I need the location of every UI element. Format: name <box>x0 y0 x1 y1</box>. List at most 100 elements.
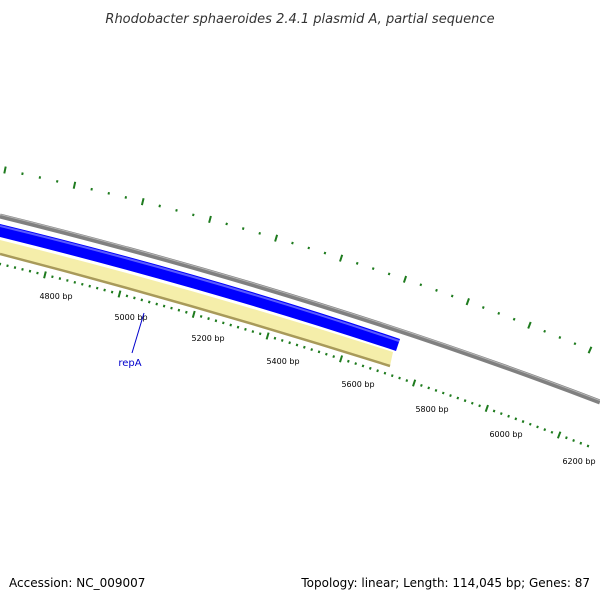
ruler-tick-minor <box>449 394 452 398</box>
ruler-tick-minor <box>456 396 460 400</box>
ruler-tick-minor <box>207 317 210 321</box>
ruler-tick-minor <box>317 350 321 354</box>
ruler-tick-minor <box>66 279 69 282</box>
ruler-tick-minor <box>288 341 291 345</box>
ruler-tick-minor <box>398 376 401 380</box>
ruler-tick-major <box>191 310 196 318</box>
ruler-tick-minor <box>310 348 314 352</box>
outer-tick-major <box>274 234 279 242</box>
ruler-tick-minor <box>434 388 438 392</box>
ruler-tick-minor <box>280 339 284 342</box>
outer-tick-minor <box>450 294 454 298</box>
ruler-tick-minor <box>536 425 539 429</box>
ruler-tick-minor <box>170 306 173 310</box>
ruler-tick-minor <box>383 371 387 375</box>
outer-tick-ring <box>3 166 593 354</box>
ruler-tick-minor <box>368 366 372 370</box>
ruler-tick-minor <box>325 352 328 356</box>
ruler-tick-minor <box>507 414 510 418</box>
ruler-tick-minor <box>463 399 467 403</box>
forward-feature-band <box>0 224 400 351</box>
outer-tick-major <box>72 181 77 189</box>
ruler-tick-minor <box>244 327 247 331</box>
ruler-tick-minor <box>332 355 336 359</box>
topology-summary: Topology: linear; Length: 114,045 bp; Ge… <box>300 576 590 590</box>
outer-tick-minor <box>497 311 501 315</box>
outer-tick-minor <box>192 213 195 217</box>
gene-label-repA[interactable]: repA <box>118 358 141 369</box>
ruler-tick-minor <box>528 422 532 426</box>
accession-text: Accession: NC_009007 <box>9 576 145 590</box>
ruler-tick-minor <box>28 269 32 273</box>
ruler-tick-major <box>265 332 270 340</box>
reverse-feature-band <box>0 240 393 366</box>
ruler-tick-minor <box>405 379 409 383</box>
ruler-tick-minor <box>441 391 445 395</box>
outer-tick-minor <box>387 272 391 276</box>
ruler-tick-minor <box>162 304 166 308</box>
outer-tick-major <box>402 275 408 283</box>
outer-tick-minor <box>107 191 110 195</box>
ruler-tick-minor <box>550 430 554 434</box>
ruler-tick-minor <box>478 404 481 408</box>
ruler-label-6000: 6000 bp <box>489 430 522 439</box>
ruler-tick-minor <box>229 323 232 327</box>
forward-feature-highlight <box>0 225 400 342</box>
ruler-tick-minor <box>572 439 575 442</box>
outer-tick-minor <box>38 176 42 179</box>
ruler-tick-minor <box>147 300 151 304</box>
plasmid-backbone-highlight <box>0 214 600 401</box>
ruler-tick-minor <box>133 296 136 300</box>
gene-leader-line <box>131 312 145 354</box>
ruler-tick-minor <box>376 369 379 373</box>
outer-tick-minor <box>291 241 294 245</box>
ruler-label-5000: 5000 bp <box>114 313 147 322</box>
ruler-tick-minor <box>236 325 240 329</box>
ruler-tick-minor <box>125 294 129 298</box>
ruler-tick-minor <box>214 319 218 323</box>
ruler-label-5600: 5600 bp <box>341 380 374 389</box>
outer-tick-major <box>140 198 145 206</box>
ruler-tick-minor <box>354 362 358 366</box>
outer-tick-major <box>527 321 532 329</box>
outer-tick-minor <box>543 329 547 333</box>
ruler-tick-minor <box>361 364 365 368</box>
ruler-tick-minor <box>579 441 583 445</box>
ruler-tick-minor <box>177 308 181 312</box>
ruler-tick-minor <box>13 266 17 269</box>
outer-tick-minor <box>307 246 311 250</box>
outer-tick-minor <box>558 336 562 339</box>
ruler-tick-minor <box>51 275 54 279</box>
ruler-tick-minor <box>199 315 203 318</box>
ruler-tick-minor <box>185 310 188 314</box>
ruler-tick-minor <box>543 428 547 432</box>
outer-tick-minor <box>55 179 59 183</box>
outer-tick-major <box>465 298 470 306</box>
ruler-tick-minor <box>103 288 106 292</box>
outer-tick-minor <box>124 196 128 199</box>
ruler-tick-minor <box>258 332 262 336</box>
outer-tick-minor <box>419 283 423 287</box>
ruler-tick-minor <box>499 412 503 416</box>
ruler-tick-minor <box>273 336 277 340</box>
outer-tick-minor <box>90 187 93 191</box>
reverse-feature-edge <box>0 252 391 368</box>
ruler-tick-ring <box>0 262 590 448</box>
ruler-tick-major <box>484 404 489 413</box>
ruler-tick-major <box>412 379 417 387</box>
outer-tick-minor <box>355 261 359 265</box>
outer-tick-minor <box>512 317 516 321</box>
outer-tick-major <box>587 346 593 354</box>
ruler-tick-minor <box>427 386 431 390</box>
ruler-tick-minor <box>73 280 77 284</box>
ruler-label-6200: 6200 bp <box>562 457 595 466</box>
ruler-tick-minor <box>295 343 299 347</box>
outer-tick-minor <box>573 342 577 346</box>
ruler-tick-major <box>339 355 344 363</box>
ruler-label-5400: 5400 bp <box>266 357 299 366</box>
ruler-label-5200: 5200 bp <box>191 334 224 343</box>
ruler-tick-major <box>117 290 122 298</box>
outer-tick-minor <box>241 227 245 230</box>
ruler-tick-major <box>43 271 47 279</box>
